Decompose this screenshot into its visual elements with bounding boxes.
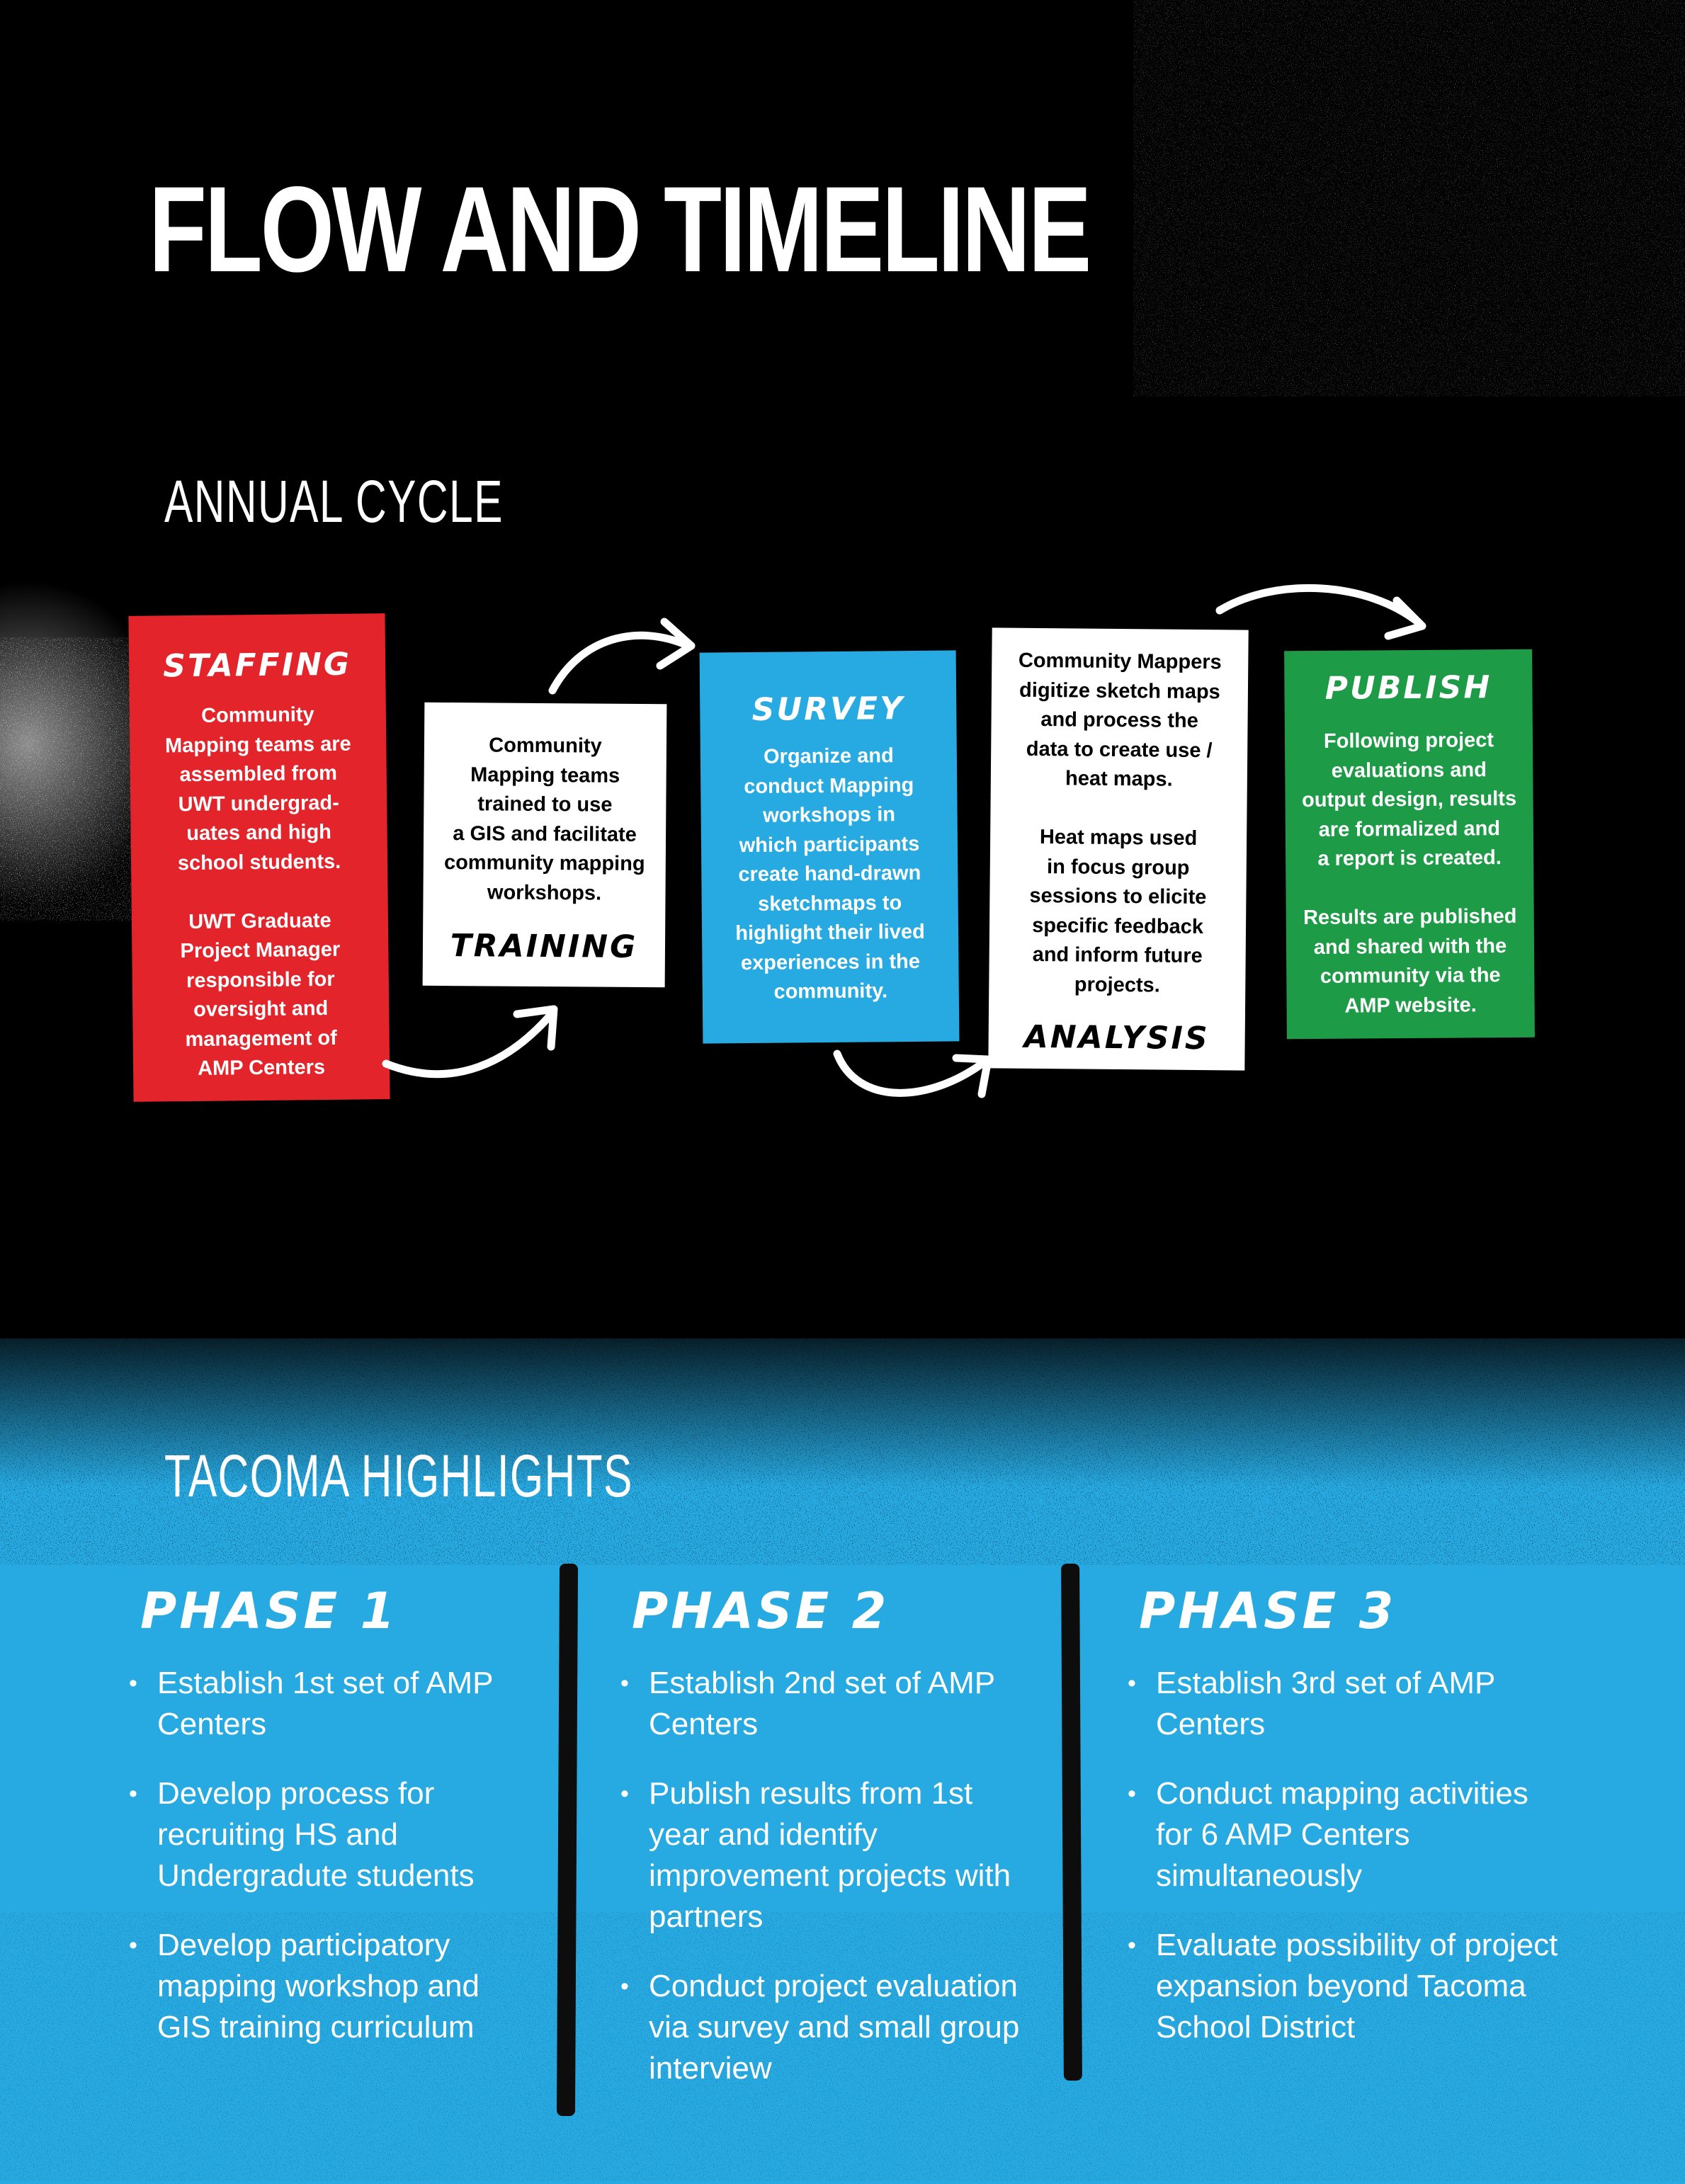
step-staffing: STAFFING Community Mapping teams are ass… (128, 613, 390, 1102)
list-item: Develop participatory mapping workshop a… (129, 1925, 526, 2048)
list-item: Conduct project evaluation via survey an… (620, 1966, 1031, 2089)
phase-1-list: Establish 1st set of AMP Centers Develop… (129, 1663, 526, 2048)
phase-title: PHASE 1 (140, 1582, 398, 1640)
step-label: ANALYSIS (1023, 1018, 1210, 1057)
page-title: FLOW AND TIMELINE (149, 161, 1091, 297)
step-label: STAFFING (163, 646, 352, 685)
phase-title: PHASE 2 (632, 1582, 890, 1640)
step-training: Community Mapping teams trained to use a… (422, 702, 667, 988)
list-item: Publish results from 1st year and identi… (620, 1773, 1031, 1938)
column-divider (556, 1563, 579, 2117)
phase-2-column: PHASE 2 Establish 2nd set of AMP Centers… (620, 1586, 1031, 2117)
step-label: SURVEY (751, 690, 905, 728)
step-description: Community Mapping teams trained to use a… (443, 734, 645, 905)
list-item: Conduct mapping activities for 6 AMP Cen… (1128, 1773, 1567, 1896)
step-description: Community Mapping teams are assembled fr… (164, 703, 351, 1080)
phase-3-list: Establish 3rd set of AMP Centers Conduct… (1128, 1663, 1567, 2048)
step-description: Community Mappers digitize sketch maps a… (1018, 649, 1222, 997)
step-description: Following project evaluations and output… (1301, 729, 1517, 1018)
phase-title: PHASE 3 (1139, 1582, 1397, 1640)
list-item: Establish 1st set of AMP Centers (129, 1663, 526, 1745)
step-label: PUBLISH (1324, 669, 1492, 707)
step-publish: PUBLISH Following project evaluations an… (1284, 649, 1535, 1040)
column-divider (1061, 1563, 1082, 2081)
step-survey: SURVEY Organize and conduct Mapping work… (699, 650, 960, 1044)
phase-1-column: PHASE 1 Establish 1st set of AMP Centers… (129, 1586, 526, 2076)
list-item: Develop process for recruiting HS and Un… (129, 1773, 526, 1896)
tacoma-highlights-heading: TACOMA HIGHLIGHTS (164, 1443, 633, 1509)
phase-2-list: Establish 2nd set of AMP Centers Publish… (620, 1663, 1031, 2089)
step-description: Organize and conduct Mapping workshops i… (735, 744, 925, 1003)
step-analysis: Community Mappers digitize sketch maps a… (988, 627, 1249, 1071)
phase-3-column: PHASE 3 Establish 3rd set of AMP Centers… (1128, 1586, 1567, 2076)
list-item: Establish 3rd set of AMP Centers (1128, 1663, 1567, 1745)
list-item: Establish 2nd set of AMP Centers (620, 1663, 1031, 1745)
step-label: TRAINING (450, 928, 638, 965)
list-item: Evaluate possibility of project expansio… (1128, 1925, 1567, 2048)
annual-cycle-heading: ANNUAL CYCLE (164, 468, 504, 535)
